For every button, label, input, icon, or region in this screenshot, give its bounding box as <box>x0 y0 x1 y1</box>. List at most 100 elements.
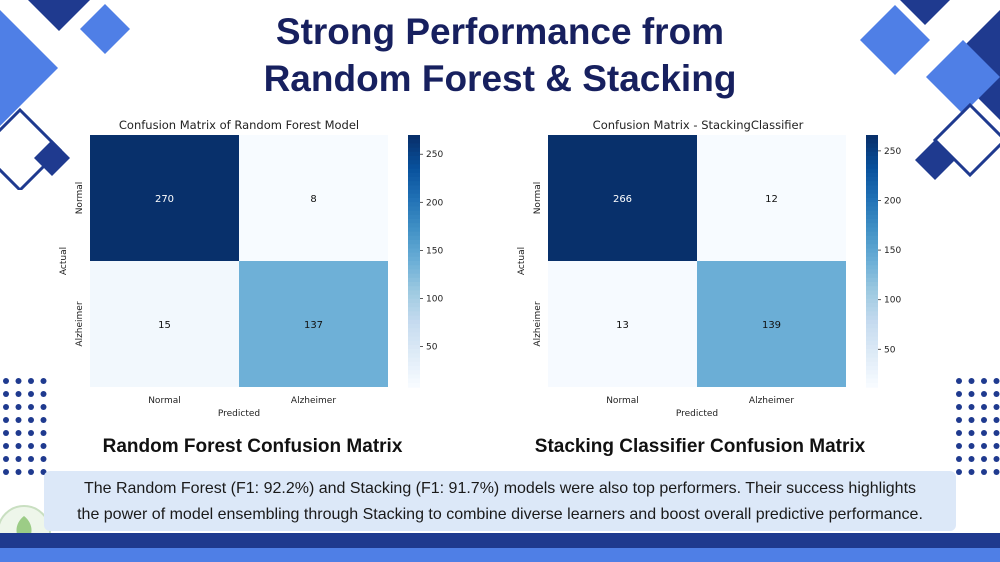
colorbar-segment <box>866 227 878 233</box>
colorbar-tick-label: 50 <box>884 345 896 355</box>
colorbar-segment <box>408 328 420 333</box>
colorbar-segment <box>408 374 420 380</box>
colorbar-segment <box>866 357 878 363</box>
colorbar-segment <box>866 353 878 359</box>
colorbar-segment <box>408 172 420 178</box>
caption-line1: The Random Forest (F1: 92.2%) and Stacki… <box>83 480 917 497</box>
colorbar-segment <box>408 353 420 359</box>
x-axis-label: Predicted <box>676 409 718 419</box>
deco-dot <box>981 391 987 397</box>
y-tick-label: Alzheimer <box>75 301 85 346</box>
deco-dot <box>981 404 987 410</box>
colorbar-segment <box>866 382 878 388</box>
x-tick-label: Alzheimer <box>749 396 794 406</box>
deco-dot <box>40 430 47 436</box>
subtitle-rf: Random Forest Confusion Matrix <box>102 436 403 457</box>
colorbar-segment <box>866 219 878 224</box>
colorbar-segment <box>866 189 878 195</box>
deco-dot <box>15 417 22 423</box>
colorbar-segment <box>866 290 878 296</box>
colorbar-segment <box>866 147 878 153</box>
deco-dot <box>981 469 987 475</box>
colorbar-segment <box>866 298 878 304</box>
deco-dot <box>993 456 1000 462</box>
deco-diamond-right-mid <box>926 40 1000 114</box>
colorbar-segment <box>866 256 878 262</box>
colorbar-tick-label: 100 <box>884 296 901 306</box>
cell-1-1 <box>239 261 388 387</box>
deco-dot <box>968 469 975 475</box>
decor-top-right <box>860 0 1000 180</box>
colorbar-segment <box>866 164 878 170</box>
x-tick-label: Normal <box>606 396 639 406</box>
cell-label-1-0: 13 <box>616 320 629 331</box>
deco-dot <box>28 417 34 423</box>
colorbar-segment <box>866 143 878 149</box>
deco-dot <box>28 404 34 410</box>
chart-title-rf: Confusion Matrix of Random Forest Model <box>118 118 360 132</box>
decor-dots-left <box>3 378 47 475</box>
deco-dot <box>40 391 47 397</box>
y-tick-label: Normal <box>533 182 543 215</box>
deco-dot <box>993 391 1000 397</box>
colorbar-segment <box>408 361 420 367</box>
deco-dot <box>28 378 34 384</box>
colorbar-segment <box>408 290 420 296</box>
colorbar-segment <box>866 231 878 237</box>
cell-label-0-0: 266 <box>613 194 632 205</box>
colorbar-segment <box>408 135 420 140</box>
colorbar-segment <box>408 345 420 350</box>
deco-dot <box>993 469 1000 475</box>
deco-dot <box>993 417 1000 423</box>
colorbar-segment <box>408 147 420 153</box>
deco-diamond-left-big <box>0 10 58 126</box>
colorbar-segment <box>866 240 878 245</box>
deco-dot <box>3 443 9 449</box>
colorbar-segment <box>408 223 420 228</box>
subtitle-stacking: Stacking Classifier Confusion Matrix <box>534 436 866 457</box>
colorbar-segment <box>866 340 878 346</box>
deco-dot <box>3 469 9 475</box>
colorbar-segment <box>408 160 420 165</box>
deco-dot <box>15 469 22 475</box>
deco-diamond-left-outline <box>0 107 63 190</box>
colorbar-segment <box>866 277 878 283</box>
deco-dot <box>956 378 962 384</box>
colorbar-segment <box>408 168 420 174</box>
colorbar-segment <box>866 286 878 291</box>
colorbar-segment <box>408 294 420 300</box>
colorbar-segment <box>408 214 420 220</box>
colorbar-segment <box>408 336 420 342</box>
deco-dot <box>40 417 47 423</box>
deco-dot <box>3 391 9 397</box>
colorbar-segment <box>408 227 420 233</box>
deco-dot <box>968 417 975 423</box>
colorbar-segment <box>866 315 878 321</box>
deco-diamond-right-outline <box>932 102 1000 178</box>
footer-bar-dark <box>0 533 1000 548</box>
colorbar-segment <box>866 151 878 157</box>
cell-0-0 <box>90 135 239 261</box>
colorbar-segment <box>408 248 420 254</box>
colorbar-segment <box>408 177 420 182</box>
deco-dot <box>28 430 34 436</box>
deco-dot <box>993 378 1000 384</box>
deco-diamond-left-small <box>34 140 70 176</box>
colorbar-segment <box>866 366 878 371</box>
colorbar <box>866 135 878 388</box>
deco-dot <box>956 469 962 475</box>
colorbar-segment <box>866 307 878 312</box>
colorbar-segment <box>408 198 420 203</box>
cell-1-0 <box>90 261 239 387</box>
y-axis-label: Actual <box>517 247 527 275</box>
cell-0-0 <box>548 135 697 261</box>
colorbar-segment <box>866 336 878 342</box>
colorbar-segment <box>408 240 420 245</box>
colorbar-segment <box>408 319 420 325</box>
colorbar-segment <box>408 273 420 279</box>
deco-dot <box>956 404 962 410</box>
colorbar-segment <box>866 324 878 329</box>
deco-dot <box>956 443 962 449</box>
colorbar-tick-label: 50 <box>426 343 438 353</box>
colorbar-segment <box>408 311 420 317</box>
